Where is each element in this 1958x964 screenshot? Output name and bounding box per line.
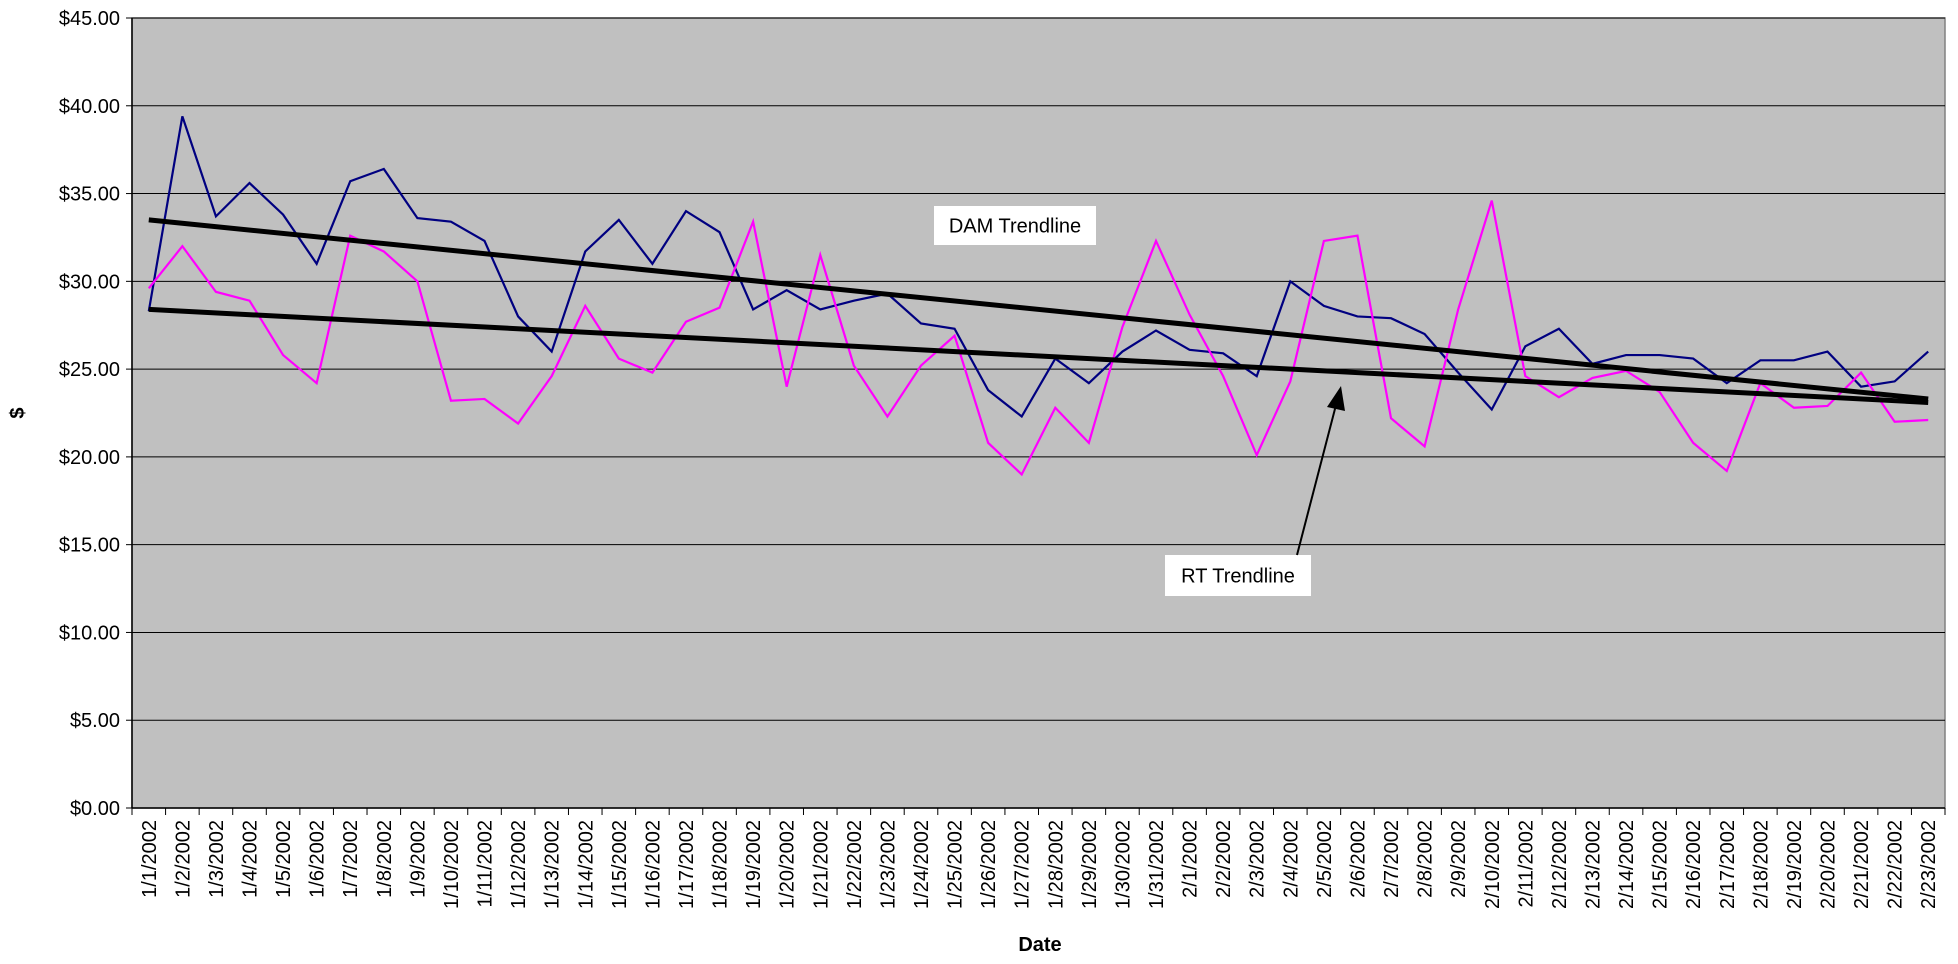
- y-tick-label: $40.00: [59, 96, 120, 118]
- x-tick-label: 1/21/2002: [810, 820, 832, 909]
- annotation: DAM Trendline: [949, 216, 1081, 238]
- x-tick-label: 2/7/2002: [1381, 820, 1403, 898]
- x-tick-label: 2/14/2002: [1616, 820, 1638, 909]
- x-tick-label: 2/4/2002: [1280, 820, 1302, 898]
- x-tick-label: 2/10/2002: [1482, 820, 1504, 909]
- x-tick-label: 2/1/2002: [1180, 820, 1202, 898]
- x-tick-label: 2/22/2002: [1885, 820, 1907, 909]
- y-tick-label: $30.00: [59, 271, 120, 293]
- y-tick-label: $20.00: [59, 447, 120, 469]
- x-tick-label: 1/30/2002: [1112, 820, 1134, 909]
- x-tick-label: 1/23/2002: [877, 820, 899, 909]
- y-tick-label: $45.00: [59, 8, 120, 30]
- x-tick-label: 1/12/2002: [508, 820, 530, 909]
- y-axis-label: $: [7, 407, 29, 418]
- x-tick-label: 1/24/2002: [911, 820, 933, 909]
- x-tick-label: 1/9/2002: [407, 820, 429, 898]
- x-tick-label: 1/2/2002: [172, 820, 194, 898]
- x-tick-label: 2/13/2002: [1582, 820, 1604, 909]
- x-tick-label: 1/14/2002: [575, 820, 597, 909]
- x-tick-label: 2/23/2002: [1918, 820, 1940, 909]
- y-tick-label: $35.00: [59, 184, 120, 206]
- y-tick-label: $10.00: [59, 622, 120, 644]
- x-tick-label: 2/9/2002: [1448, 820, 1470, 898]
- x-tick-label: 2/12/2002: [1549, 820, 1571, 909]
- arrow-shaft: [1296, 404, 1337, 556]
- annotation-box: [934, 206, 1096, 245]
- x-tick-label: 1/11/2002: [475, 820, 497, 908]
- x-tick-label: 1/26/2002: [978, 820, 1000, 909]
- series-line: [147, 115, 1929, 419]
- y-tick-label: $25.00: [59, 359, 120, 381]
- x-tick-label: 2/3/2002: [1247, 820, 1269, 898]
- x-tick-label: 2/5/2002: [1314, 820, 1336, 898]
- x-tick-label: 1/8/2002: [374, 820, 396, 898]
- x-tick-label: 1/17/2002: [676, 820, 698, 909]
- x-tick-label: 2/16/2002: [1683, 820, 1705, 909]
- series-line: [147, 200, 1929, 477]
- x-tick-label: 2/17/2002: [1717, 820, 1739, 909]
- x-tick-label: 2/18/2002: [1750, 820, 1772, 909]
- x-axis-label: Date: [1018, 934, 1061, 956]
- x-tick-label: 1/13/2002: [542, 820, 564, 909]
- y-tick-label: $5.00: [70, 710, 120, 732]
- x-tick-label: 1/5/2002: [273, 820, 295, 898]
- x-tick-label: 2/19/2002: [1784, 820, 1806, 909]
- x-tick-label: 1/3/2002: [206, 820, 228, 898]
- x-tick-label: 2/11/2002: [1515, 820, 1537, 908]
- x-tick-label: 1/28/2002: [1045, 820, 1067, 909]
- x-tick-label: 1/29/2002: [1079, 820, 1101, 909]
- x-tick-label: 2/2/2002: [1213, 820, 1235, 898]
- x-tick-label: 1/6/2002: [307, 820, 329, 898]
- x-tick-label: 2/15/2002: [1650, 820, 1672, 909]
- annotation: RT Trendline: [1181, 566, 1295, 588]
- x-tick-label: 1/7/2002: [340, 820, 362, 898]
- x-tick-label: 1/25/2002: [945, 820, 967, 909]
- x-tick-label: 1/15/2002: [609, 820, 631, 909]
- x-tick-label: 1/27/2002: [1012, 820, 1034, 909]
- plot-area: [131, 17, 1946, 809]
- x-tick-label: 2/21/2002: [1851, 820, 1873, 909]
- x-tick-label: 1/1/2002: [139, 820, 161, 898]
- x-tick-label: 1/18/2002: [710, 820, 732, 909]
- trendline: [148, 306, 1929, 405]
- y-tick-label: $15.00: [59, 535, 120, 557]
- arrow-head: [1327, 386, 1345, 411]
- x-tick-label: 1/31/2002: [1146, 820, 1168, 909]
- x-tick-label: 1/16/2002: [642, 820, 664, 909]
- annotation-box: [1165, 555, 1311, 596]
- x-tick-label: 2/6/2002: [1347, 820, 1369, 898]
- trendline: [148, 217, 1929, 402]
- y-tick-label: $0.00: [70, 798, 120, 820]
- x-tick-label: 1/22/2002: [844, 820, 866, 909]
- x-tick-label: 1/10/2002: [441, 820, 463, 909]
- x-tick-label: 1/20/2002: [777, 820, 799, 909]
- x-tick-label: 1/4/2002: [240, 820, 262, 898]
- x-tick-label: 2/8/2002: [1415, 820, 1437, 898]
- x-tick-label: 2/20/2002: [1817, 820, 1839, 909]
- x-tick-label: 1/19/2002: [743, 820, 765, 909]
